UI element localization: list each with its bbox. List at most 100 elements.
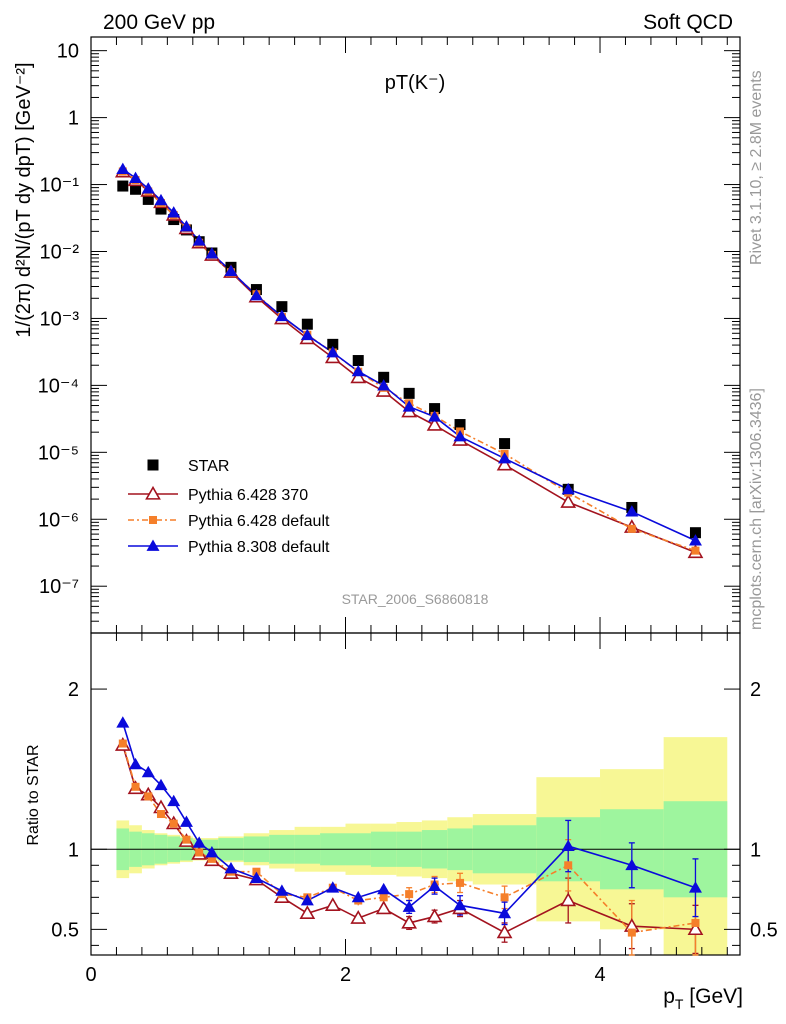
data-point-triangle bbox=[498, 451, 512, 464]
data-point-square bbox=[155, 203, 167, 215]
ratio-point-triangle bbox=[249, 871, 263, 883]
ratio-point-triangle bbox=[326, 881, 340, 893]
series-line-3 bbox=[122, 168, 696, 542]
data-point-triangle bbox=[116, 162, 130, 174]
data-point-triangle bbox=[377, 379, 391, 391]
ratio-point-open-triangle bbox=[426, 908, 443, 923]
data-point-square bbox=[352, 355, 364, 367]
data-point-triangle bbox=[275, 309, 289, 322]
ratio-point-triangle bbox=[116, 716, 130, 728]
lower-x-label: pT [GeV] bbox=[663, 985, 743, 1012]
ratio-point-triangle bbox=[129, 757, 143, 770]
upper-title: pT(K⁻) bbox=[385, 72, 446, 94]
data-point-square bbox=[429, 403, 441, 415]
ratio-point-square-small bbox=[627, 928, 636, 937]
legend-marker bbox=[147, 459, 159, 471]
lower-y-tick-label-right: 1 bbox=[750, 839, 761, 861]
lower-frame bbox=[90, 632, 741, 956]
data-point-square bbox=[301, 318, 313, 330]
ratio-point-triangle bbox=[224, 861, 238, 874]
upper-y-tick-label: 10⁻¹ bbox=[40, 175, 80, 197]
ratio-point-triangle bbox=[275, 884, 289, 896]
ratio-line-2 bbox=[122, 722, 696, 915]
legend-marker bbox=[145, 485, 161, 500]
legend-label: Pythia 8.308 default bbox=[188, 539, 330, 556]
ratio-point-triangle bbox=[154, 778, 168, 791]
ratio-point-triangle bbox=[561, 839, 575, 851]
ratio-point-triangle bbox=[498, 906, 512, 919]
ratio-point-square-small bbox=[207, 854, 216, 863]
header-right: Soft QCD bbox=[643, 11, 733, 34]
upper-y-tick-label: 10⁻⁶ bbox=[38, 509, 79, 531]
ratio-point-square-small bbox=[379, 893, 388, 902]
upper-y-tick-label: 10⁻⁷ bbox=[39, 576, 79, 598]
legend: STAR Pythia 6.428 370 Pythia 6.428 default… bbox=[128, 458, 330, 556]
data-point-triangle bbox=[141, 182, 155, 194]
ratio-point-triangle bbox=[688, 881, 702, 893]
ratio-point-open-triangle bbox=[350, 910, 367, 924]
data-point-square bbox=[130, 183, 142, 195]
data-point-square bbox=[499, 438, 511, 450]
lower-x-tick-label: 2 bbox=[340, 964, 351, 986]
ratio-point-square-small bbox=[182, 835, 191, 844]
ratio-point-triangle bbox=[141, 765, 155, 778]
data-point-triangle bbox=[192, 234, 206, 246]
data-point-triangle bbox=[154, 193, 168, 206]
data-point-triangle bbox=[453, 430, 467, 442]
data-point-triangle bbox=[561, 482, 575, 495]
data-point-square bbox=[689, 527, 701, 539]
data-point-square bbox=[142, 193, 154, 205]
data-point-triangle bbox=[688, 534, 702, 546]
legend-marker bbox=[149, 516, 157, 524]
ratio-uncertainty-band bbox=[116, 737, 728, 955]
ratio-point-triangle bbox=[377, 882, 391, 895]
legend-marker bbox=[146, 539, 160, 551]
lower-y-tick-label-right: 0.5 bbox=[750, 919, 778, 941]
upper-axes: 10⁻⁷ 10⁻⁶ 10⁻⁵ 10⁻⁴ 10⁻³ 10⁻² 10⁻¹ 1 10 bbox=[38, 36, 741, 634]
ratio-point-square-small bbox=[195, 848, 204, 857]
upper-y-label: 1/(2π) d²N/(pT dy dpT) [GeV⁻²] bbox=[13, 62, 35, 337]
data-point-triangle bbox=[129, 171, 143, 183]
data-point-square-small bbox=[627, 524, 636, 533]
ratio-point-triangle bbox=[179, 815, 193, 827]
ratio-point-triangle bbox=[351, 890, 365, 903]
upper-y-tick-label: 10⁻⁴ bbox=[38, 375, 79, 397]
data-point-triangle bbox=[351, 364, 365, 377]
ratio-point-triangle bbox=[625, 858, 639, 871]
ratio-point-triangle bbox=[402, 900, 416, 912]
legend-label: Pythia 6.428 370 bbox=[188, 487, 308, 504]
ratio-point-open-triangle bbox=[375, 900, 392, 915]
lower-data bbox=[114, 716, 704, 956]
upper-watermark: STAR_2006_S6860818 bbox=[342, 591, 489, 607]
upper-y-tick-label: 10⁻³ bbox=[40, 308, 80, 330]
ratio-line-0 bbox=[122, 744, 696, 934]
upper-y-tick-label: 10⁻⁵ bbox=[38, 442, 79, 464]
upper-data bbox=[114, 162, 704, 559]
ratio-point-square-small bbox=[456, 878, 465, 887]
ratio-point-square-small bbox=[169, 819, 178, 828]
lower-x-tick-label: 4 bbox=[594, 964, 605, 986]
lower-y-tick-label: 0.5 bbox=[51, 919, 79, 941]
data-point-open-triangle bbox=[350, 369, 367, 384]
series-line-2 bbox=[122, 170, 696, 552]
ratio-point-open-triangle bbox=[401, 914, 418, 929]
data-point-triangle bbox=[625, 505, 639, 517]
data-point-open-triangle bbox=[496, 456, 513, 471]
ratio-point-square-small bbox=[144, 792, 153, 801]
upper-y-tick-label: 1 bbox=[68, 108, 79, 130]
mcplots-label: mcplots.cern.ch [arXiv:1306.3436] bbox=[748, 388, 765, 630]
legend-label: Pythia 6.428 default bbox=[188, 513, 330, 530]
data-point-triangle bbox=[224, 264, 238, 276]
data-point-square bbox=[378, 371, 390, 383]
ratio-point-triangle bbox=[428, 879, 442, 891]
ratio-point-square-small bbox=[691, 918, 700, 927]
upper-y-tick-label: 10 bbox=[57, 41, 79, 63]
data-point-square-small bbox=[691, 546, 700, 555]
lower-y-tick-label-right: 2 bbox=[750, 679, 761, 701]
ratio-point-triangle bbox=[192, 836, 206, 848]
legend-label: STAR bbox=[188, 458, 229, 475]
data-point-square bbox=[454, 419, 466, 431]
lower-y-tick-label: 1 bbox=[68, 839, 79, 861]
data-point-open-triangle bbox=[426, 416, 443, 431]
